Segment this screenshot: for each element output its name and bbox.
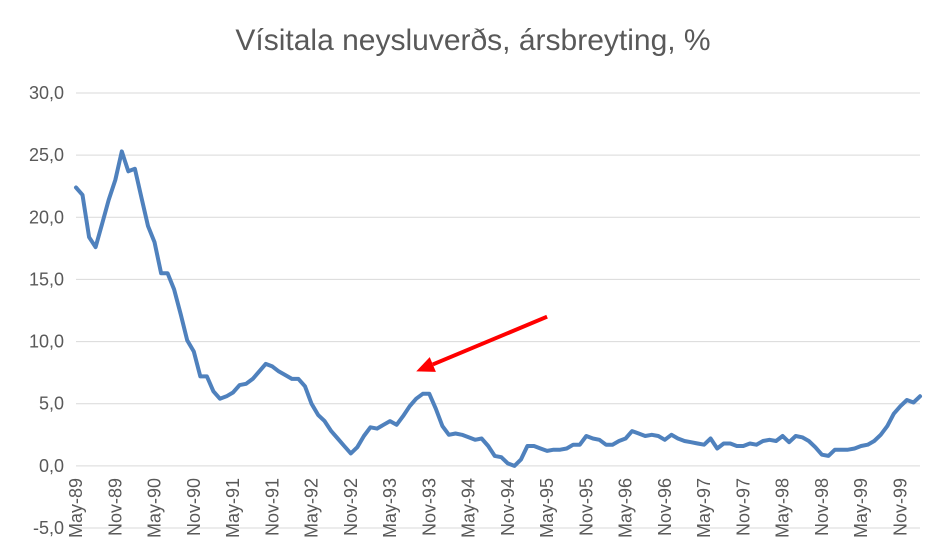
x-tick-label: May-90: [145, 478, 165, 538]
x-tick-label: May-93: [380, 478, 400, 538]
x-tick-label: Nov-89: [105, 478, 125, 536]
x-tick-label: Nov-93: [419, 478, 439, 536]
x-tick-label: Nov-92: [341, 478, 361, 536]
chart-title: Vísitala neysluverðs, ársbreyting, %: [235, 24, 710, 57]
y-tick-label: 5,0: [39, 394, 64, 414]
y-tick-label: 25,0: [29, 145, 64, 165]
x-tick-label: Nov-90: [184, 478, 204, 536]
y-tick-label: 0,0: [39, 456, 64, 476]
x-tick-label: May-89: [66, 478, 86, 538]
x-tick-label: May-96: [616, 478, 636, 538]
x-tick-label: May-94: [459, 478, 479, 538]
x-tick-label: Nov-95: [576, 478, 596, 536]
x-tick-label: Nov-91: [262, 478, 282, 536]
x-tick-label: May-92: [302, 478, 322, 538]
x-tick-label: Nov-99: [890, 478, 910, 536]
series-layer: [74, 149, 922, 468]
arrow-shaft: [432, 314, 548, 367]
gridlines: [76, 92, 920, 529]
x-tick-label: May-99: [851, 478, 871, 538]
x-tick-label: May-95: [537, 478, 557, 538]
y-tick-label: 20,0: [29, 207, 64, 227]
x-tick-label: Nov-94: [498, 478, 518, 536]
x-tick-label: Nov-96: [655, 478, 675, 536]
series-line: [74, 149, 922, 468]
y-tick-label: 30,0: [29, 83, 64, 103]
x-tick-label: May-91: [223, 478, 243, 538]
y-tick-label: 10,0: [29, 332, 64, 352]
y-tick-label: -5,0: [33, 518, 64, 538]
arrow-head: [416, 357, 436, 372]
x-tick-label: Nov-97: [733, 478, 753, 536]
x-tick-label: May-97: [694, 478, 714, 538]
y-tick-label: 15,0: [29, 269, 64, 289]
y-axis: -5,0 0,0 5,0 10,0 15,0 20,0 25,0 30,0: [29, 83, 64, 538]
annotation-layer: [416, 314, 548, 372]
x-tick-label: Nov-98: [812, 478, 832, 536]
x-tick-label: May-98: [773, 478, 793, 538]
x-axis: May-89 Nov-89 May-90 Nov-90 May-91 Nov-91 May-…: [66, 478, 910, 538]
